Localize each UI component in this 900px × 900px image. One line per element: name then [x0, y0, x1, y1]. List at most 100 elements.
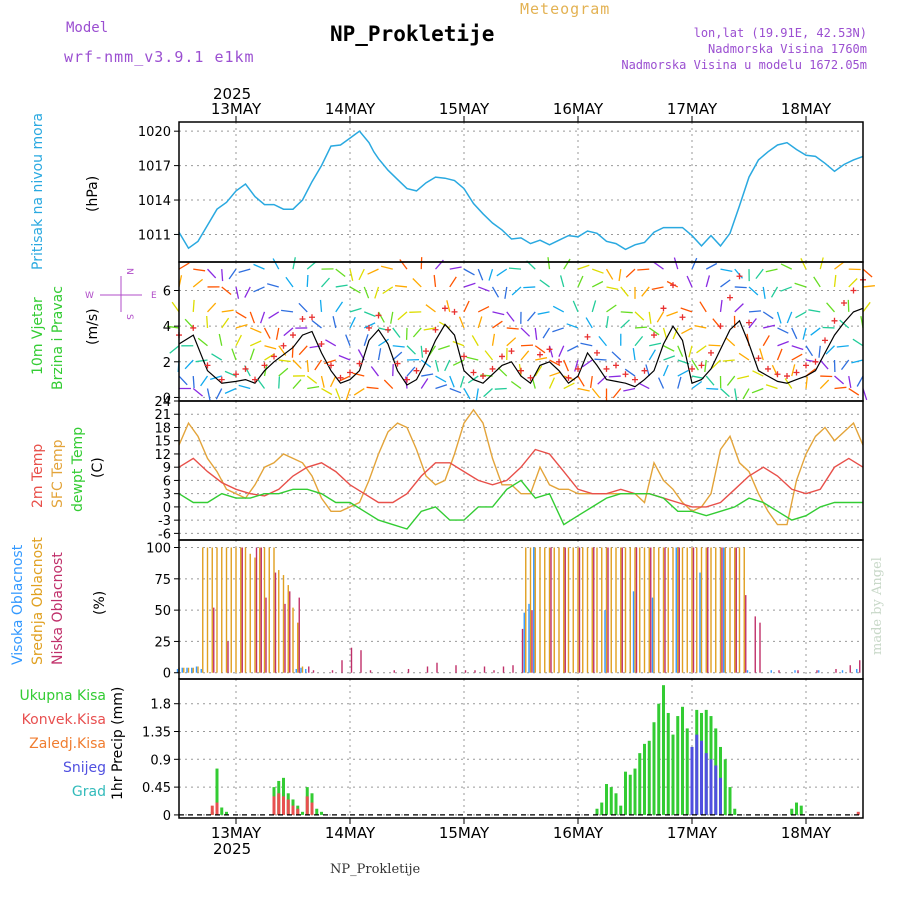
wind-barb	[592, 282, 603, 287]
wind-barb	[236, 335, 241, 346]
wind-barb	[507, 312, 514, 322]
wind-barb	[792, 328, 797, 339]
wind-barb	[820, 258, 823, 270]
wind-barb	[225, 389, 236, 394]
grid-lines	[179, 122, 863, 818]
wind-barb	[561, 275, 564, 287]
wind-barb	[778, 342, 789, 346]
wind-barb	[623, 389, 635, 391]
wind-barb	[678, 370, 689, 376]
wind-barb	[621, 287, 629, 296]
wind-barb	[735, 389, 737, 401]
precip-legend-item: Konvek.Kisa	[22, 712, 106, 728]
wind-unit-label: (m/s)	[85, 308, 101, 345]
wind-barb	[826, 346, 835, 354]
ytick-label-cloud: 100	[146, 542, 171, 557]
wind-barb	[573, 301, 578, 312]
wind-barb	[339, 356, 350, 361]
wind-gust-marker	[727, 295, 733, 301]
wind-barbs	[167, 257, 875, 400]
day-label-bottom: 17MAY	[667, 824, 718, 842]
wind-barb	[792, 354, 802, 360]
wind-barb	[543, 328, 549, 338]
wind-barb	[649, 350, 655, 360]
ytick-label-wind: 6	[163, 285, 171, 300]
wind-barb	[567, 346, 578, 351]
ytick-label-precip: 0.45	[142, 781, 171, 796]
wind-barb	[250, 341, 261, 346]
wind-barb	[849, 376, 851, 388]
wind-barb	[820, 360, 828, 369]
wind-barb	[179, 263, 189, 269]
wind-barb	[395, 286, 407, 287]
wind-gust-marker	[803, 362, 809, 368]
wind-barb	[578, 376, 584, 386]
wind-barb	[381, 266, 393, 269]
wind-barb	[307, 387, 319, 389]
wind-barb	[509, 268, 521, 269]
wind-barb	[687, 276, 692, 287]
wind-barb	[222, 287, 231, 295]
wind-barb	[216, 389, 221, 400]
wind-barb	[835, 262, 845, 269]
wind-barb	[321, 300, 322, 312]
wind-barb	[792, 364, 795, 376]
precip-bar	[733, 809, 736, 815]
wind-gust-marker	[281, 343, 287, 349]
wind-gust-marker	[490, 366, 496, 372]
wind-barb	[450, 389, 461, 393]
wind-barb	[621, 312, 633, 313]
wind-gust-marker	[623, 371, 629, 377]
wind-barb	[447, 300, 450, 312]
wind-axis-label-2: Brzina i Pravac	[50, 286, 66, 390]
wind-barb	[521, 345, 533, 346]
series-layer	[167, 131, 875, 815]
wind-barb	[811, 328, 821, 335]
wind-barb	[778, 328, 789, 333]
pressure-unit-label: (hPa)	[85, 176, 101, 212]
wind-barb	[193, 389, 202, 397]
wind-barb	[498, 368, 507, 376]
wind-barb	[743, 389, 749, 399]
wind-gust-marker	[841, 300, 847, 306]
wind-barb	[706, 275, 709, 287]
wind-barb	[196, 360, 208, 362]
wind-barb	[512, 287, 521, 295]
wind-barb	[472, 335, 478, 345]
wind-barb	[445, 360, 450, 371]
precip-bars-ukupnakisa	[211, 685, 803, 815]
precip-bar	[648, 741, 651, 815]
ytick-label-temperature: 24	[154, 395, 171, 410]
ytick-label-temperature: 9	[163, 461, 171, 476]
wind-barb	[265, 346, 277, 349]
wind-barb	[212, 354, 222, 360]
wind-barb	[239, 385, 251, 388]
wind-gust-marker	[718, 323, 724, 329]
wind-barb	[652, 287, 664, 289]
wind-barb	[625, 369, 635, 376]
wind-barb	[250, 328, 261, 333]
wind-barb	[286, 277, 293, 287]
pressure-line	[179, 131, 863, 249]
wind-barb	[312, 321, 322, 328]
wind-barb	[208, 269, 216, 278]
wind-barb	[626, 269, 635, 277]
wind-barb	[756, 269, 763, 278]
precip-bar	[629, 775, 632, 815]
wind-barb	[279, 377, 280, 389]
mid-cloud-axis-label: Srednja Oblacnost	[30, 537, 46, 665]
day-label-bottom: 16MAY	[553, 824, 604, 842]
wind-barb	[493, 312, 505, 315]
precip-bar	[676, 716, 679, 815]
wind-barb	[307, 275, 308, 287]
wind-barb	[281, 310, 293, 311]
wind-barb	[772, 287, 778, 297]
wind-gust-marker	[594, 350, 600, 356]
wind-barb	[649, 312, 651, 324]
meteogram-chart: 10111014101710200246-6-30369121518212402…	[0, 0, 900, 900]
wind-barb	[478, 269, 482, 280]
wind-barb	[835, 387, 847, 388]
ytick-label-precip: 0.9	[150, 753, 171, 768]
wind-barb	[434, 275, 435, 287]
wind-barb	[407, 367, 415, 376]
